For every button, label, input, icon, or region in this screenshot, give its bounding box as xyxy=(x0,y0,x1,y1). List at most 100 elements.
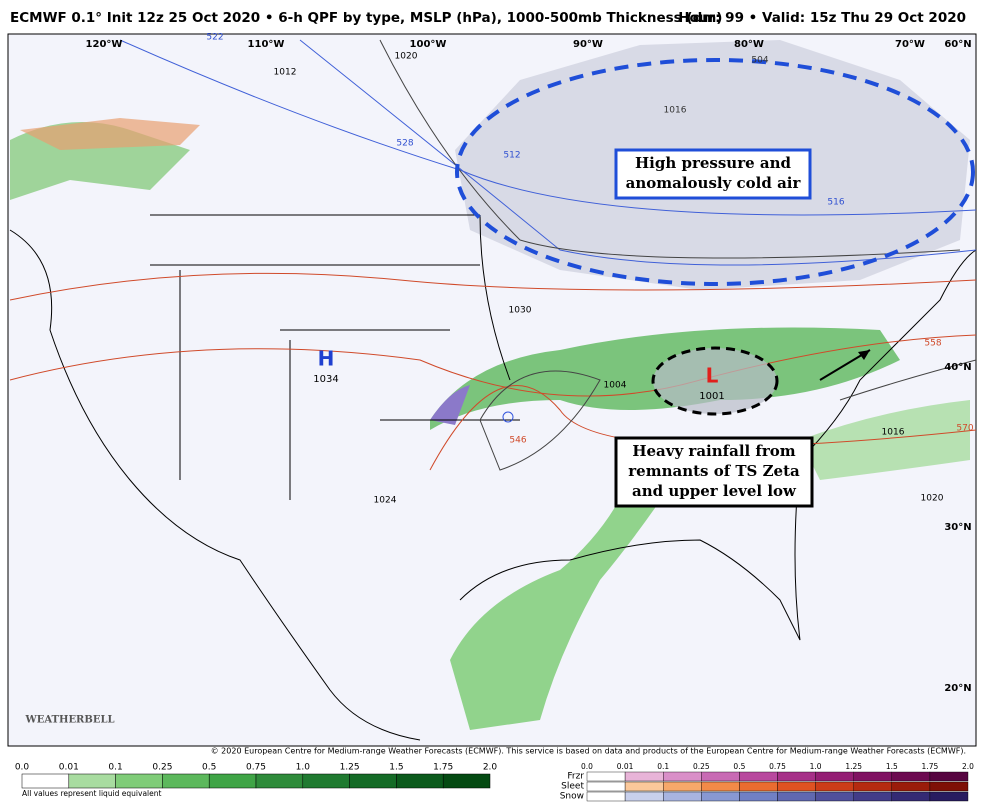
legend-swatch xyxy=(853,791,893,802)
rain-area xyxy=(800,400,970,480)
legend-swatch xyxy=(891,791,931,802)
legend-swatch xyxy=(442,773,491,789)
longitude-label: 120°W xyxy=(86,39,123,50)
annotation-text: High pressure and anomalously cold air xyxy=(626,154,802,192)
contour-label: 546 xyxy=(509,436,526,446)
logo: WEATHERBELL xyxy=(24,715,114,726)
contour-label: 516 xyxy=(827,198,844,208)
legend-tick-label: 1.0 xyxy=(296,763,311,773)
legend-swatch xyxy=(891,781,931,792)
legend-swatch xyxy=(739,791,778,802)
legend-swatch xyxy=(586,781,626,792)
contour-label: 1004 xyxy=(604,381,627,391)
annotation-line: and upper level low xyxy=(632,482,797,500)
arrow-head xyxy=(858,350,870,360)
legend-swatch xyxy=(929,791,969,802)
annotation-text: Heavy rainfall from remnants of TS Zeta an… xyxy=(628,442,800,500)
legend-note: All values represent liquid equivalent xyxy=(22,789,161,798)
map-layer xyxy=(9,39,977,741)
annotation-box xyxy=(614,436,814,508)
legend-swatch xyxy=(815,781,854,792)
contour-label: 504 xyxy=(751,56,768,66)
legend-swatch xyxy=(815,791,854,802)
legend-swatch xyxy=(777,771,816,782)
legend-swatch xyxy=(739,781,778,792)
legend-tick-label: 1.5 xyxy=(389,763,403,773)
contour-label: 1024 xyxy=(374,496,397,506)
legend-swatch xyxy=(739,771,778,782)
pressure-center-value: 1001 xyxy=(699,391,724,402)
legend-type-name: Snow xyxy=(560,792,584,802)
isobars xyxy=(379,39,977,471)
legend-type-name: Frzr xyxy=(567,772,584,782)
contour-label: 1020 xyxy=(395,52,418,62)
longitude-label: 100°W xyxy=(410,39,447,50)
annotation-line: remnants of TS Zeta xyxy=(628,462,800,480)
legend-tick-label: 0.75 xyxy=(769,762,786,771)
contour-label: 1030 xyxy=(509,306,532,316)
legend-swatch xyxy=(115,773,163,789)
annotation-box xyxy=(614,148,812,200)
legend-swatch xyxy=(255,773,304,789)
legend-tick-label: 1.75 xyxy=(433,763,453,773)
legend-swatch xyxy=(663,781,702,792)
longitude-label: 70°W xyxy=(895,39,925,50)
legend-swatch xyxy=(853,781,893,792)
legend-swatch xyxy=(68,773,116,789)
legend-swatch xyxy=(624,771,664,782)
longitude-label: 80°W xyxy=(734,39,764,50)
legend-swatch xyxy=(208,773,257,789)
contour-label: 570 xyxy=(956,424,973,434)
legend-swatch xyxy=(396,773,444,789)
coastlines xyxy=(9,214,977,741)
contour-label: 1016 xyxy=(882,428,905,438)
latitude-label: 30°N xyxy=(944,522,971,533)
legend-swatch xyxy=(586,791,626,802)
header-valid: Hour: 99 • Valid: 15z Thu 29 Oct 2020 xyxy=(678,10,966,26)
longitude-label: 90°W xyxy=(573,39,603,50)
legend-swatch xyxy=(777,791,816,802)
pressure-center-symbol: H xyxy=(318,347,335,371)
latitude-label: 20°N xyxy=(944,683,971,694)
legend-swatch xyxy=(624,791,664,802)
snow-area xyxy=(430,385,470,425)
sleet-area xyxy=(20,118,200,150)
legend-tick-label: 0.25 xyxy=(152,763,172,773)
high-pressure-outline xyxy=(455,58,975,286)
longitude-label: 60°N xyxy=(944,39,971,50)
contour-label: 512 xyxy=(503,151,520,161)
annotation-line: Heavy rainfall from xyxy=(632,442,795,460)
legend-swatch xyxy=(663,791,702,802)
rain-area xyxy=(450,440,700,730)
legend-swatch xyxy=(815,771,854,782)
legend-swatch xyxy=(929,781,969,792)
legend-swatch xyxy=(21,773,70,789)
legend-swatch xyxy=(853,771,893,782)
legend-swatch xyxy=(891,771,931,782)
contour-label: 522 xyxy=(206,33,223,43)
legend-swatch xyxy=(162,773,210,789)
contour-label: 528 xyxy=(396,139,413,149)
legend-tick-label: 0.01 xyxy=(617,762,634,771)
legend-tick-label: 0.1 xyxy=(657,762,669,771)
low-pressure-outline xyxy=(651,346,779,416)
legend-swatch xyxy=(586,771,626,782)
legend-tick-label: 0.01 xyxy=(59,763,79,773)
legend-tick-label: 0.5 xyxy=(202,763,216,773)
legend-tick-label: 0.1 xyxy=(108,763,122,773)
legend-swatch xyxy=(701,771,740,782)
longitude-label: 110°W xyxy=(248,39,285,50)
legend-swatch xyxy=(349,773,397,789)
legend-tick-label: 0.0 xyxy=(581,762,593,771)
legend-tick-label: 0.75 xyxy=(246,763,266,773)
legend-swatch xyxy=(929,771,969,782)
legend-tick-label: 0.0 xyxy=(15,763,30,773)
annotation-line: anomalously cold air xyxy=(626,174,802,192)
legend-swatch xyxy=(663,771,702,782)
legend-swatch xyxy=(302,773,350,789)
legend-tick-label: 2.0 xyxy=(962,762,974,771)
pressure-center-symbol: L xyxy=(706,364,719,388)
legend-tick-label: 1.0 xyxy=(810,762,822,771)
